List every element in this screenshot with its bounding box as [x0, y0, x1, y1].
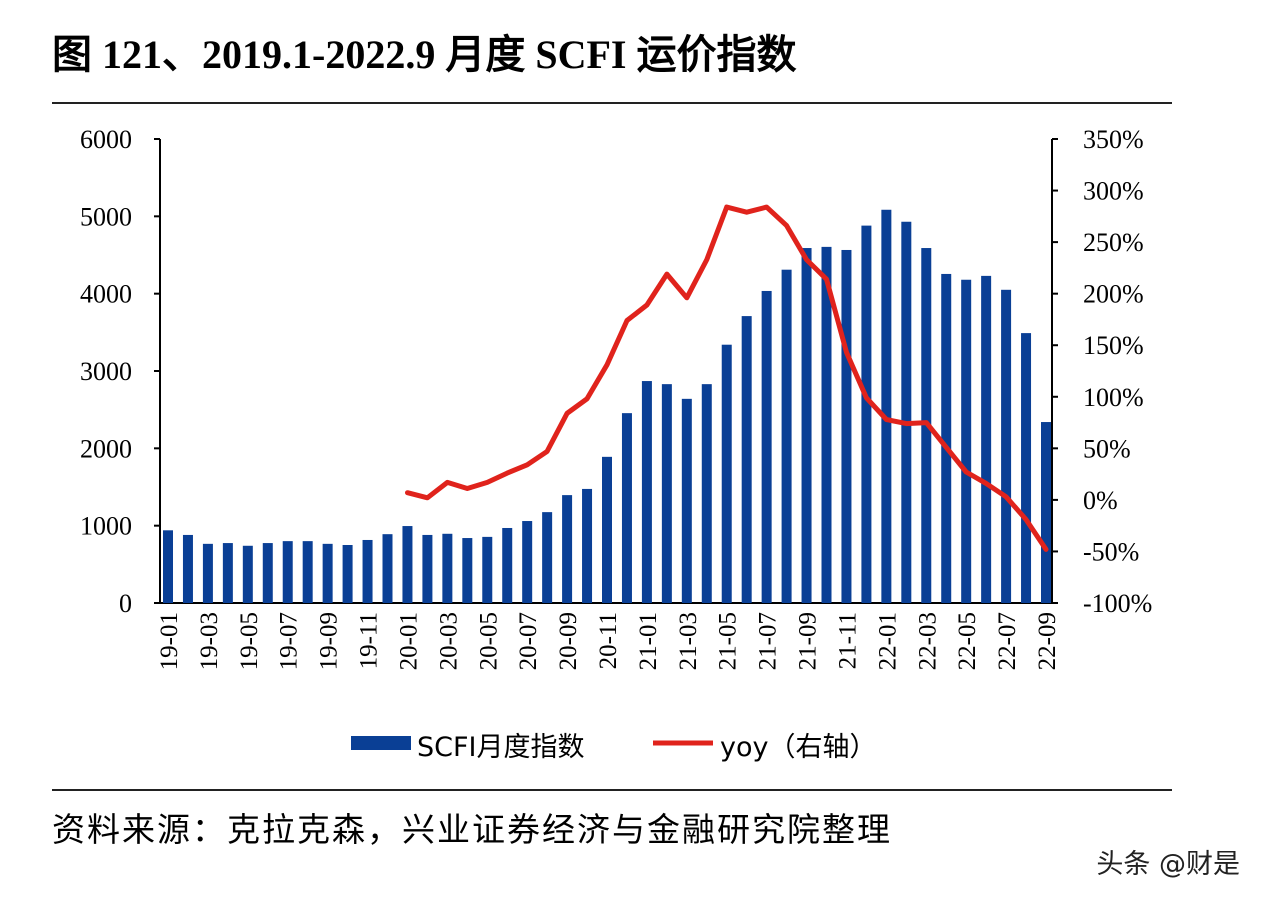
x-tick-label: 19-09: [316, 612, 343, 670]
bar-20-08: [542, 512, 553, 603]
bar-20-11: [602, 456, 612, 603]
bar-21-01: [641, 381, 652, 603]
x-tick-label: 21-05: [715, 612, 742, 670]
x-tick-label: 20-05: [475, 612, 502, 670]
bar-21-11: [841, 249, 852, 603]
bar-22-02: [901, 221, 912, 603]
bar-22-06: [981, 275, 992, 603]
left-axis-tick-label: 3000: [80, 357, 132, 386]
bar-22-01: [881, 209, 892, 603]
bar-19-11: [362, 539, 373, 603]
bar-20-12: [621, 413, 632, 603]
bar-20-01: [402, 526, 413, 603]
left-axis-tick-label: 2000: [80, 434, 132, 463]
legend-line-label: yoy（右轴）: [720, 732, 876, 763]
x-tick-label: 19-05: [236, 612, 263, 670]
legend-bar-label: SCFI月度指数: [417, 732, 584, 763]
bar-20-04: [462, 538, 473, 603]
bar-19-05: [242, 545, 253, 603]
x-tick-label: 19-01: [156, 612, 183, 670]
right-axis-tick-label: 200%: [1083, 280, 1144, 309]
x-tick-label: 20-09: [555, 612, 582, 670]
bar-19-06: [262, 543, 273, 603]
x-tick-label: 20-03: [435, 612, 462, 670]
chart-title: 图 121、2019.1-2022.9 月度 SCFI 运价指数: [52, 32, 797, 77]
x-tick-label: 19-03: [196, 612, 223, 670]
bar-20-02: [422, 534, 433, 603]
bar-20-05: [482, 536, 493, 603]
bar-19-04: [222, 543, 233, 603]
left-axis-tick-label: 1000: [80, 512, 132, 541]
bar-20-03: [442, 533, 453, 603]
bar-20-06: [502, 527, 513, 603]
bar-21-10: [821, 246, 832, 603]
bar-21-07: [761, 290, 772, 603]
right-axis-tick-label: 350%: [1083, 125, 1144, 154]
bar-21-06: [741, 316, 752, 603]
bar-21-12: [861, 225, 872, 603]
x-tick-label: 22-01: [874, 612, 901, 670]
bar-22-04: [941, 273, 952, 603]
bar-19-09: [322, 543, 333, 603]
chart: 0 1000 2000 3000 4000 5000 6000 -100% -50% 0% 50% 1…: [80, 125, 1152, 763]
left-axis-tick-label: 6000: [80, 125, 132, 154]
bar-21-09: [801, 248, 812, 604]
right-axis-tick-label: -100%: [1083, 589, 1152, 618]
right-axis-tick-label: 150%: [1083, 331, 1144, 360]
bar-20-10: [582, 488, 593, 603]
bar-21-03: [681, 398, 692, 603]
left-axis-tick-label: 5000: [80, 202, 132, 231]
bar-19-08: [302, 541, 313, 603]
bar-21-05: [721, 344, 732, 603]
x-tick-label: 19-07: [276, 612, 303, 670]
x-tick-label: 22-05: [954, 612, 981, 670]
left-axis-tick-label: 0: [119, 589, 132, 618]
bar-19-02: [182, 534, 193, 603]
x-tick-label: 22-03: [914, 612, 941, 670]
bar-22-08: [1021, 333, 1032, 603]
x-tick-label: 20-07: [515, 612, 542, 670]
title-divider: [52, 102, 1172, 104]
x-tick-label: 20-11: [595, 612, 622, 669]
bar-20-07: [522, 521, 533, 603]
bar-22-09: [1041, 422, 1051, 603]
left-axis-tick-label: 4000: [80, 280, 132, 309]
bar-19-10: [342, 545, 353, 603]
right-axis-tick-label: 250%: [1083, 228, 1144, 257]
source-divider: [52, 789, 1172, 791]
bar-22-07: [1001, 289, 1012, 603]
right-axis-tick-label: 100%: [1083, 383, 1144, 412]
bar-21-08: [781, 269, 792, 603]
bar-21-02: [661, 384, 672, 603]
x-tick-label: 19-11: [356, 612, 383, 669]
x-tick-label: 21-11: [834, 612, 861, 669]
bar-19-01: [163, 530, 173, 603]
right-axis-tick-label: 50%: [1083, 434, 1131, 463]
bar-22-05: [961, 279, 972, 603]
bar-19-03: [202, 543, 213, 603]
x-tick-label: 20-01: [395, 612, 422, 670]
right-axis-tick-label: 0%: [1083, 486, 1118, 515]
bar-19-12: [382, 534, 393, 603]
x-tick-label: 22-07: [994, 612, 1021, 670]
x-tick-label: 21-01: [635, 612, 662, 670]
right-axis-tick-label: 300%: [1083, 177, 1144, 206]
watermark: 头条 @财是: [1096, 849, 1240, 880]
x-tick-label: 22-09: [1034, 612, 1061, 670]
right-axis-tick-label: -50%: [1083, 537, 1139, 566]
bar-19-07: [282, 541, 293, 603]
x-tick-label: 21-07: [755, 612, 782, 670]
bar-20-09: [562, 495, 573, 603]
x-tick-label: 21-09: [795, 612, 822, 670]
source-note: 资料来源：克拉克森，兴业证券经济与金融研究院整理: [52, 810, 892, 849]
legend-bar-swatch: [351, 736, 411, 750]
x-tick-label: 21-03: [675, 612, 702, 670]
bar-21-04: [701, 384, 712, 603]
